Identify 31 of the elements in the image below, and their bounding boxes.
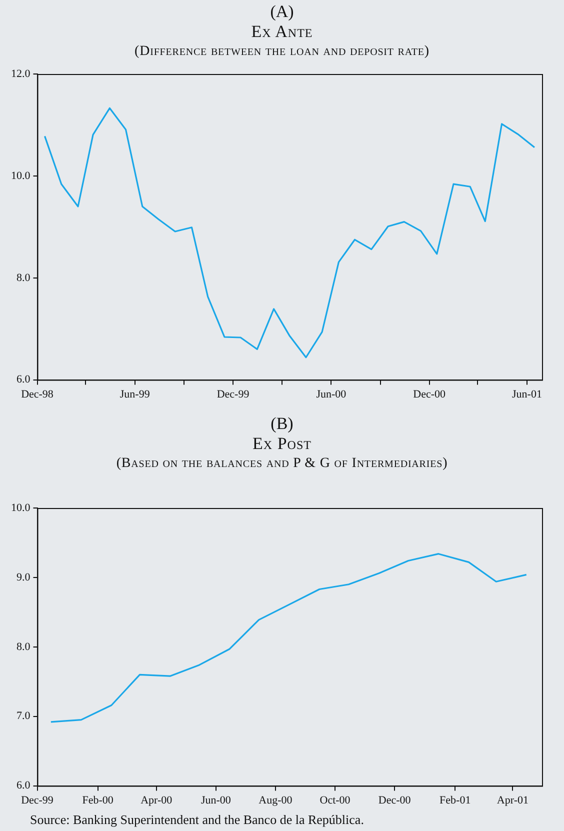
x-tick-label: Dec-98 <box>21 388 54 400</box>
text: (B) <box>270 414 294 434</box>
x-tick-label: Feb-00 <box>82 794 114 806</box>
chart-title: Ex Ante <box>250 22 314 42</box>
x-tick-label: Oct-00 <box>320 794 351 806</box>
chart-title: Ex Post <box>252 434 312 454</box>
text: (A) <box>269 2 295 22</box>
x-tick-label: Jun-99 <box>120 388 150 400</box>
chart-subtitle: (Based on the balances and P & G of Intermediaries) <box>115 455 449 473</box>
x-tick-label: Dec-99 <box>21 794 54 806</box>
x-tick-label: Dec-00 <box>413 388 446 400</box>
x-tick-label: Jun-00 <box>200 794 232 806</box>
y-tick-label: 9.0 <box>16 571 31 584</box>
y-tick-label: 6.0 <box>16 780 31 792</box>
x-tick-label: Jun-00 <box>316 388 347 400</box>
y-tick-label: 8.0 <box>16 272 31 284</box>
y-tick-label: 6.0 <box>16 374 31 386</box>
chart-subtitle: (Difference between the loan and deposit rate) <box>134 43 430 61</box>
x-tick-label: Jun-01 <box>512 388 542 400</box>
y-tick-label: 10.0 <box>11 502 31 514</box>
x-tick-label: Dec-99 <box>216 388 250 400</box>
x-tick-label: Aug-00 <box>258 794 293 806</box>
source-note: Source: Banking Superintendent and the Banco de la República. <box>30 812 364 828</box>
x-tick-label: Dec-00 <box>378 794 412 806</box>
y-tick-label: 12.0 <box>11 68 31 80</box>
y-tick-label: 7.0 <box>16 710 31 722</box>
y-tick-label: 10.0 <box>11 170 31 182</box>
x-tick-label: Apr-01 <box>496 794 528 806</box>
x-tick-label: Apr-00 <box>140 794 173 806</box>
x-tick-label: Feb-01 <box>440 794 471 806</box>
y-tick-label: 8.0 <box>16 640 31 653</box>
